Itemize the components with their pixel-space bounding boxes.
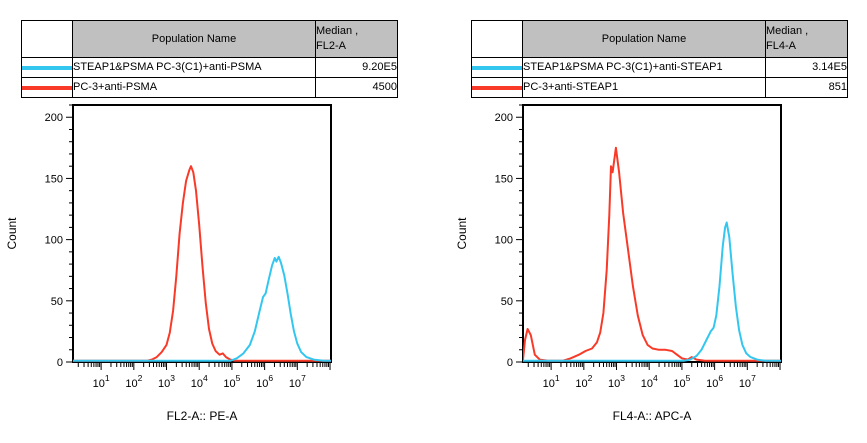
x-axis-tick-label: 105 [223,373,240,390]
median-value: 4500 [315,77,398,98]
x-axis-tick-exponent: 6 [718,373,723,383]
y-axis-tick-label: 150 [495,173,513,185]
table-row: STEAP1&PSMA PC-3(C1)+anti-PSMA 9.20E5 [21,57,398,78]
median-header-line1: Median , [766,25,809,37]
swatch-header-cell [471,20,523,58]
x-axis-tick-exponent: 5 [686,373,691,383]
median-header-line2: FL2-A [316,40,346,52]
histogram-red [73,165,331,362]
population-table: Population Name Median , FL4-A STEAP1&PS… [471,20,848,98]
y-axis-tick-label: 50 [501,296,513,308]
x-axis-tick-exponent: 4 [653,373,658,383]
population-name: PC-3+anti-PSMA [72,77,316,98]
x-axis-tick-exponent: 6 [268,373,273,383]
y-axis-tick-label: 200 [45,112,63,124]
x-axis-tick-label: 102 [125,373,142,390]
x-axis-tick-exponent: 2 [588,373,593,383]
swatch-cell [471,57,523,78]
table-header-row: Population Name Median , FL4-A [471,20,848,58]
x-axis-tick-label: 102 [575,373,592,390]
x-axis-title: FL4-A:: APC-A [613,409,692,423]
plot-box [522,104,782,363]
plot-box [72,104,332,363]
median-header: Median , FL2-A [315,20,398,58]
median-value: 9.20E5 [315,57,398,78]
x-axis-tick-exponent: 1 [105,373,110,383]
median-header: Median , FL4-A [765,20,848,58]
table-header-row: Population Name Median , FL2-A [21,20,398,58]
histogram-chart: 0 50 100 150 200 101 102 103 104 105 106 107 Count FL… [455,104,782,423]
x-axis-tick-exponent: 3 [620,373,625,383]
x-axis-tick-exponent: 4 [203,373,208,383]
x-axis-tick-label: 103 [608,373,625,390]
x-axis-tick-exponent: 1 [555,373,560,383]
y-axis-title: Count [5,217,19,250]
table-row: PC-3+anti-PSMA 4500 [21,77,398,98]
panel-right: Population Name Median , FL4-A STEAP1&PS… [450,0,867,443]
y-axis-tick-label: 200 [495,112,513,124]
y-axis-tick-label: 100 [495,235,513,247]
x-axis-tick-label: 104 [191,373,208,390]
population-name: PC-3+anti-STEAP1 [522,77,766,98]
x-axis-tick-exponent: 5 [236,373,241,383]
histogram-chart: 0 50 100 150 200 101 102 103 104 105 106 107 Count FL… [5,104,332,423]
series-color-swatch [472,65,522,70]
median-header-line2: FL4-A [766,40,796,52]
swatch-cell [21,57,73,78]
population-name: STEAP1&PSMA PC-3(C1)+anti-PSMA [72,57,316,78]
x-axis-tick-label: 103 [158,373,175,390]
table-row: PC-3+anti-STEAP1 851 [471,77,848,98]
histogram-red [523,146,781,362]
y-axis-tick-label: 0 [57,357,63,369]
population-name-header: Population Name [72,20,316,58]
y-axis-tick-label: 50 [51,296,63,308]
median-header-line1: Median , [316,25,359,37]
x-axis-tick-label: 105 [673,373,690,390]
x-axis-tick-label: 101 [543,373,560,390]
median-value: 851 [765,77,848,98]
histogram-cyan [523,221,781,362]
x-axis-tick-exponent: 2 [138,373,143,383]
series-color-swatch [22,65,72,70]
x-axis-tick-label: 107 [289,373,306,390]
panel-left: Population Name Median , FL2-A STEAP1&PS… [0,0,433,443]
population-name-header: Population Name [522,20,766,58]
x-axis-tick-label: 101 [93,373,110,390]
x-axis-tick-label: 106 [706,373,723,390]
y-axis-title: Count [455,217,469,250]
population-name: STEAP1&PSMA PC-3(C1)+anti-STEAP1 [522,57,766,78]
swatch-cell [471,77,523,98]
swatch-header-cell [21,20,73,58]
table-row: STEAP1&PSMA PC-3(C1)+anti-STEAP1 3.14E5 [471,57,848,78]
x-axis-tick-exponent: 3 [170,373,175,383]
x-axis-tick-exponent: 7 [751,373,756,383]
series-layer [523,146,781,362]
x-axis-tick-label: 104 [641,373,658,390]
median-value: 3.14E5 [765,57,848,78]
x-axis-tick-label: 106 [256,373,273,390]
series-layer [73,165,331,362]
x-axis-tick-exponent: 7 [301,373,306,383]
histogram-cyan [73,255,331,362]
y-axis-tick-label: 150 [45,173,63,185]
y-axis-tick-label: 0 [507,357,513,369]
population-table: Population Name Median , FL2-A STEAP1&PS… [21,20,398,98]
series-color-swatch [472,85,522,90]
y-axis-tick-label: 100 [45,235,63,247]
x-axis-tick-label: 107 [739,373,756,390]
x-axis-title: FL2-A:: PE-A [167,409,238,423]
series-color-swatch [22,85,72,90]
swatch-cell [21,77,73,98]
